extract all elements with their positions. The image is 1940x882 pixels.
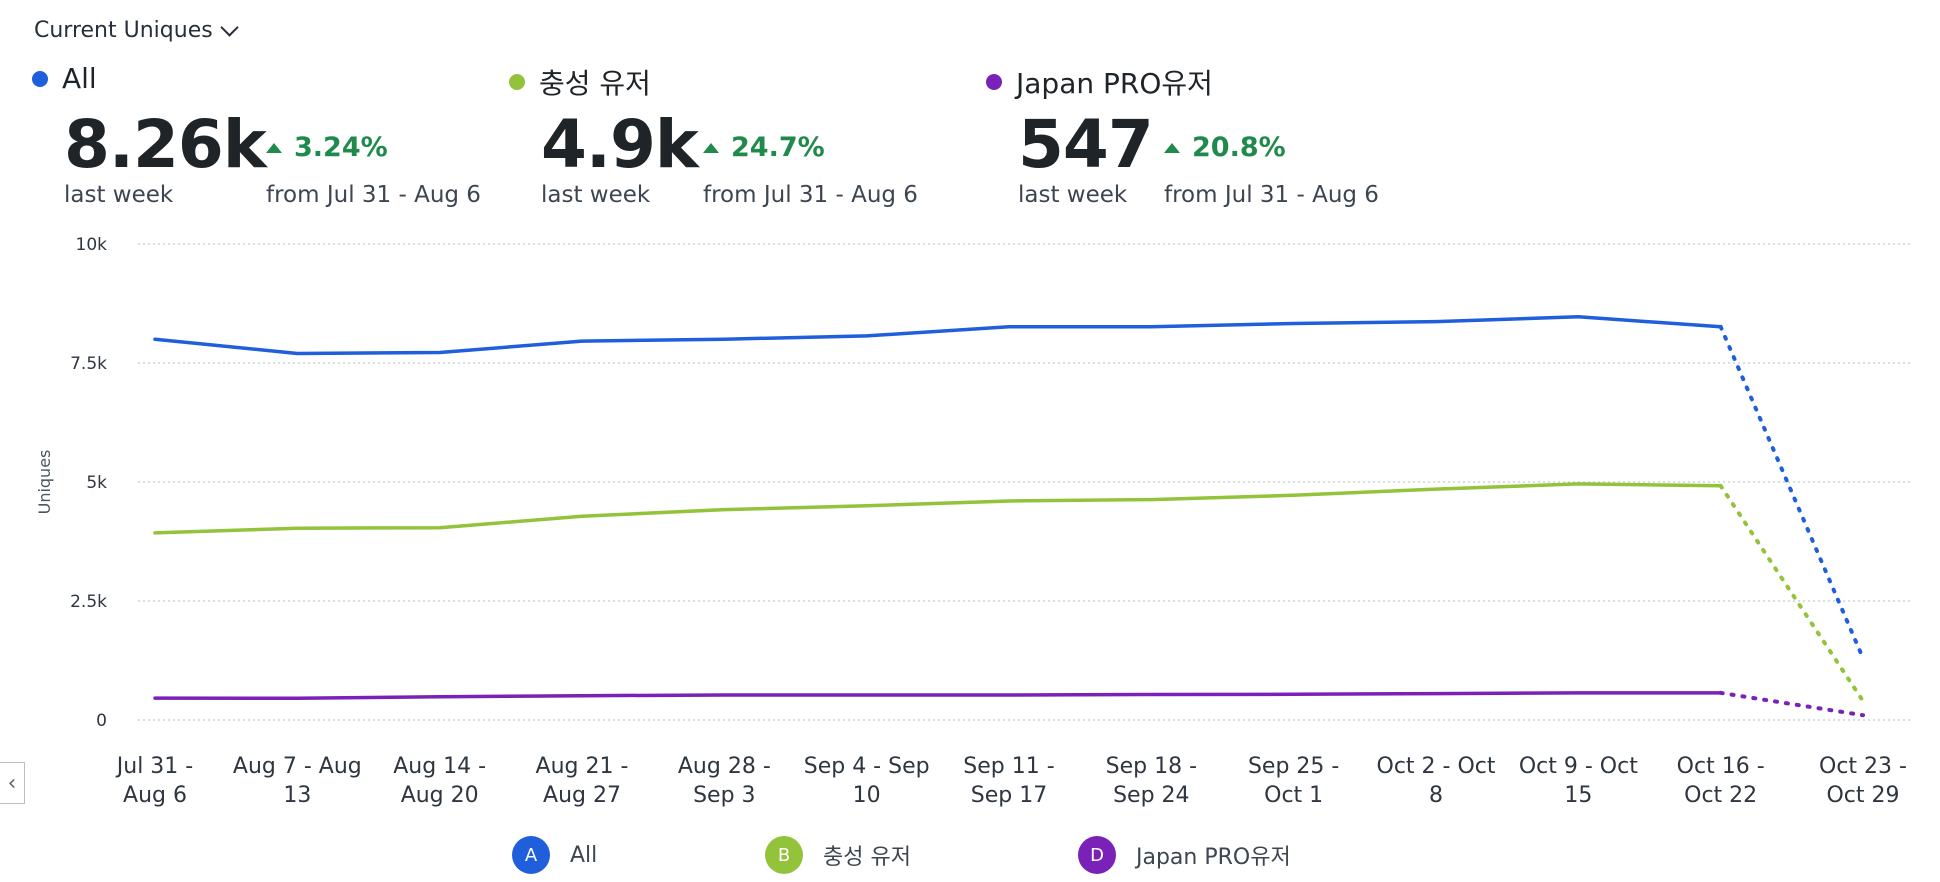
metric-dropdown[interactable]: Current Uniques	[34, 18, 239, 43]
kpi-comparison: from Jul 31 - Aug 6	[1164, 182, 1379, 208]
x-tick-label: Sep 17	[971, 783, 1047, 808]
kpi-period: last week	[1018, 182, 1128, 208]
y-tick-label: 10k	[76, 235, 108, 255]
kpi-value: 4.9k	[541, 106, 699, 183]
kpi-value: 547	[1018, 106, 1154, 183]
legend-label: 충성 유저	[823, 845, 911, 870]
x-tick-label: Sep 18 -	[1106, 754, 1197, 779]
legend-item-all[interactable]: A All	[512, 836, 597, 874]
kpi-card-japan-pro: Japan PRO유저 547 last week 20.8% from Jul…	[986, 62, 1379, 208]
x-tick-label: 15	[1564, 783, 1592, 808]
kpi-comparison: from Jul 31 - Aug 6	[266, 182, 481, 208]
chevron-down-icon	[219, 18, 239, 37]
y-tick-label: 5k	[86, 473, 107, 493]
x-tick-label: 13	[283, 783, 311, 808]
x-tick-label: Aug 20	[401, 783, 479, 808]
series-line	[153, 315, 1723, 356]
x-tick-label: Aug 27	[543, 783, 621, 808]
x-tick-label: Sep 3	[693, 783, 755, 808]
legend-label: Japan PRO유저	[1136, 845, 1291, 870]
series-line	[153, 691, 1723, 701]
legend-badge: D	[1078, 836, 1116, 874]
x-tick-label: Aug 21 -	[536, 754, 629, 779]
x-tick-label: Sep 11 -	[963, 754, 1054, 779]
x-tick-label: Aug 6	[123, 783, 187, 808]
x-tick-label: Jul 31 -	[115, 754, 193, 779]
kpi-card-loyal-users: 충성 유저 4.9k last week 24.7% from Jul 31 -…	[509, 62, 918, 208]
series-dot-icon	[509, 74, 525, 90]
kpi-change-value: 3.24%	[294, 132, 388, 163]
kpi-change: 24.7%	[703, 132, 825, 163]
x-tick-label: Sep 25 -	[1248, 754, 1339, 779]
kpi-name: All	[62, 62, 97, 95]
x-tick-label: Sep 4 - Sep	[804, 754, 930, 779]
x-tick-label: Oct 29	[1826, 783, 1899, 808]
kpi-change: 20.8%	[1164, 132, 1286, 163]
x-tick-label: Oct 2 - Oct	[1377, 754, 1496, 779]
legend-item-japan-pro[interactable]: D Japan PRO유저	[1078, 836, 1291, 874]
x-tick-label: Oct 22	[1684, 783, 1757, 808]
series-line	[153, 482, 1723, 535]
x-tick-label: Oct 16 -	[1677, 754, 1765, 779]
kpi-comparison: from Jul 31 - Aug 6	[703, 182, 918, 208]
legend-label: All	[570, 842, 598, 868]
kpi-period: last week	[541, 182, 651, 208]
x-tick-label: Oct 23 -	[1819, 754, 1907, 779]
x-tick-label: Oct 9 - Oct	[1519, 754, 1638, 779]
line-chart: 0 2.5k 5k 7.5k 10k Uniques Jul 31 - Aug 6 Aug 7 …	[35, 235, 1910, 808]
series-line-incomplete	[1718, 690, 1865, 718]
x-tick-label: 10	[853, 783, 881, 808]
kpi-change-value: 20.8%	[1192, 132, 1286, 163]
legend-badge: A	[512, 836, 550, 874]
series-dot-icon	[986, 74, 1002, 90]
kpi-name: Japan PRO유저	[1016, 67, 1213, 100]
y-axis-title: Uniques	[35, 450, 54, 515]
kpi-change-value: 24.7%	[731, 132, 825, 163]
kpi-change: 3.24%	[266, 132, 388, 163]
x-tick-label: Aug 28 -	[678, 754, 771, 779]
x-tick-label: 8	[1429, 783, 1443, 808]
kpi-value: 8.26k	[64, 106, 267, 183]
y-tick-label: 0	[96, 711, 107, 731]
x-tick-label: Sep 24	[1113, 783, 1189, 808]
x-tick-label: Oct 1	[1264, 783, 1323, 808]
x-tick-label: Aug 7 - Aug	[233, 754, 362, 779]
y-tick-label: 2.5k	[70, 592, 107, 612]
trend-up-icon	[266, 142, 282, 153]
kpi-name: 충성 유저	[539, 67, 651, 100]
metric-dropdown-label: Current Uniques	[34, 18, 213, 43]
legend-badge: B	[765, 836, 803, 874]
kpi-period: last week	[64, 182, 174, 208]
x-tick-label: Aug 14 -	[393, 754, 486, 779]
series-dot-icon	[32, 70, 48, 87]
collapse-panel-button[interactable]: ‹	[0, 762, 25, 804]
series-line-incomplete	[1718, 483, 1865, 703]
chevron-left-icon: ‹	[7, 770, 17, 796]
series-line-incomplete	[1718, 324, 1865, 661]
y-tick-label: 7.5k	[70, 354, 107, 374]
kpi-card-all: All 8.26k last week 3.24% from Jul 31 - …	[32, 62, 481, 208]
legend-item-loyal-users[interactable]: B 충성 유저	[765, 836, 911, 874]
trend-up-icon	[1164, 142, 1180, 153]
trend-up-icon	[703, 142, 719, 153]
